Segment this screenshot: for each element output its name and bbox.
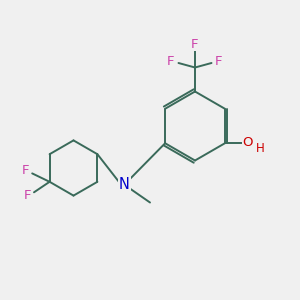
- Text: F: F: [215, 55, 223, 68]
- Text: O: O: [243, 136, 253, 149]
- Text: F: F: [24, 189, 32, 203]
- Text: F: F: [191, 38, 199, 51]
- Text: H: H: [256, 142, 264, 155]
- Text: F: F: [167, 55, 175, 68]
- Text: F: F: [22, 164, 29, 177]
- Text: N: N: [119, 177, 130, 192]
